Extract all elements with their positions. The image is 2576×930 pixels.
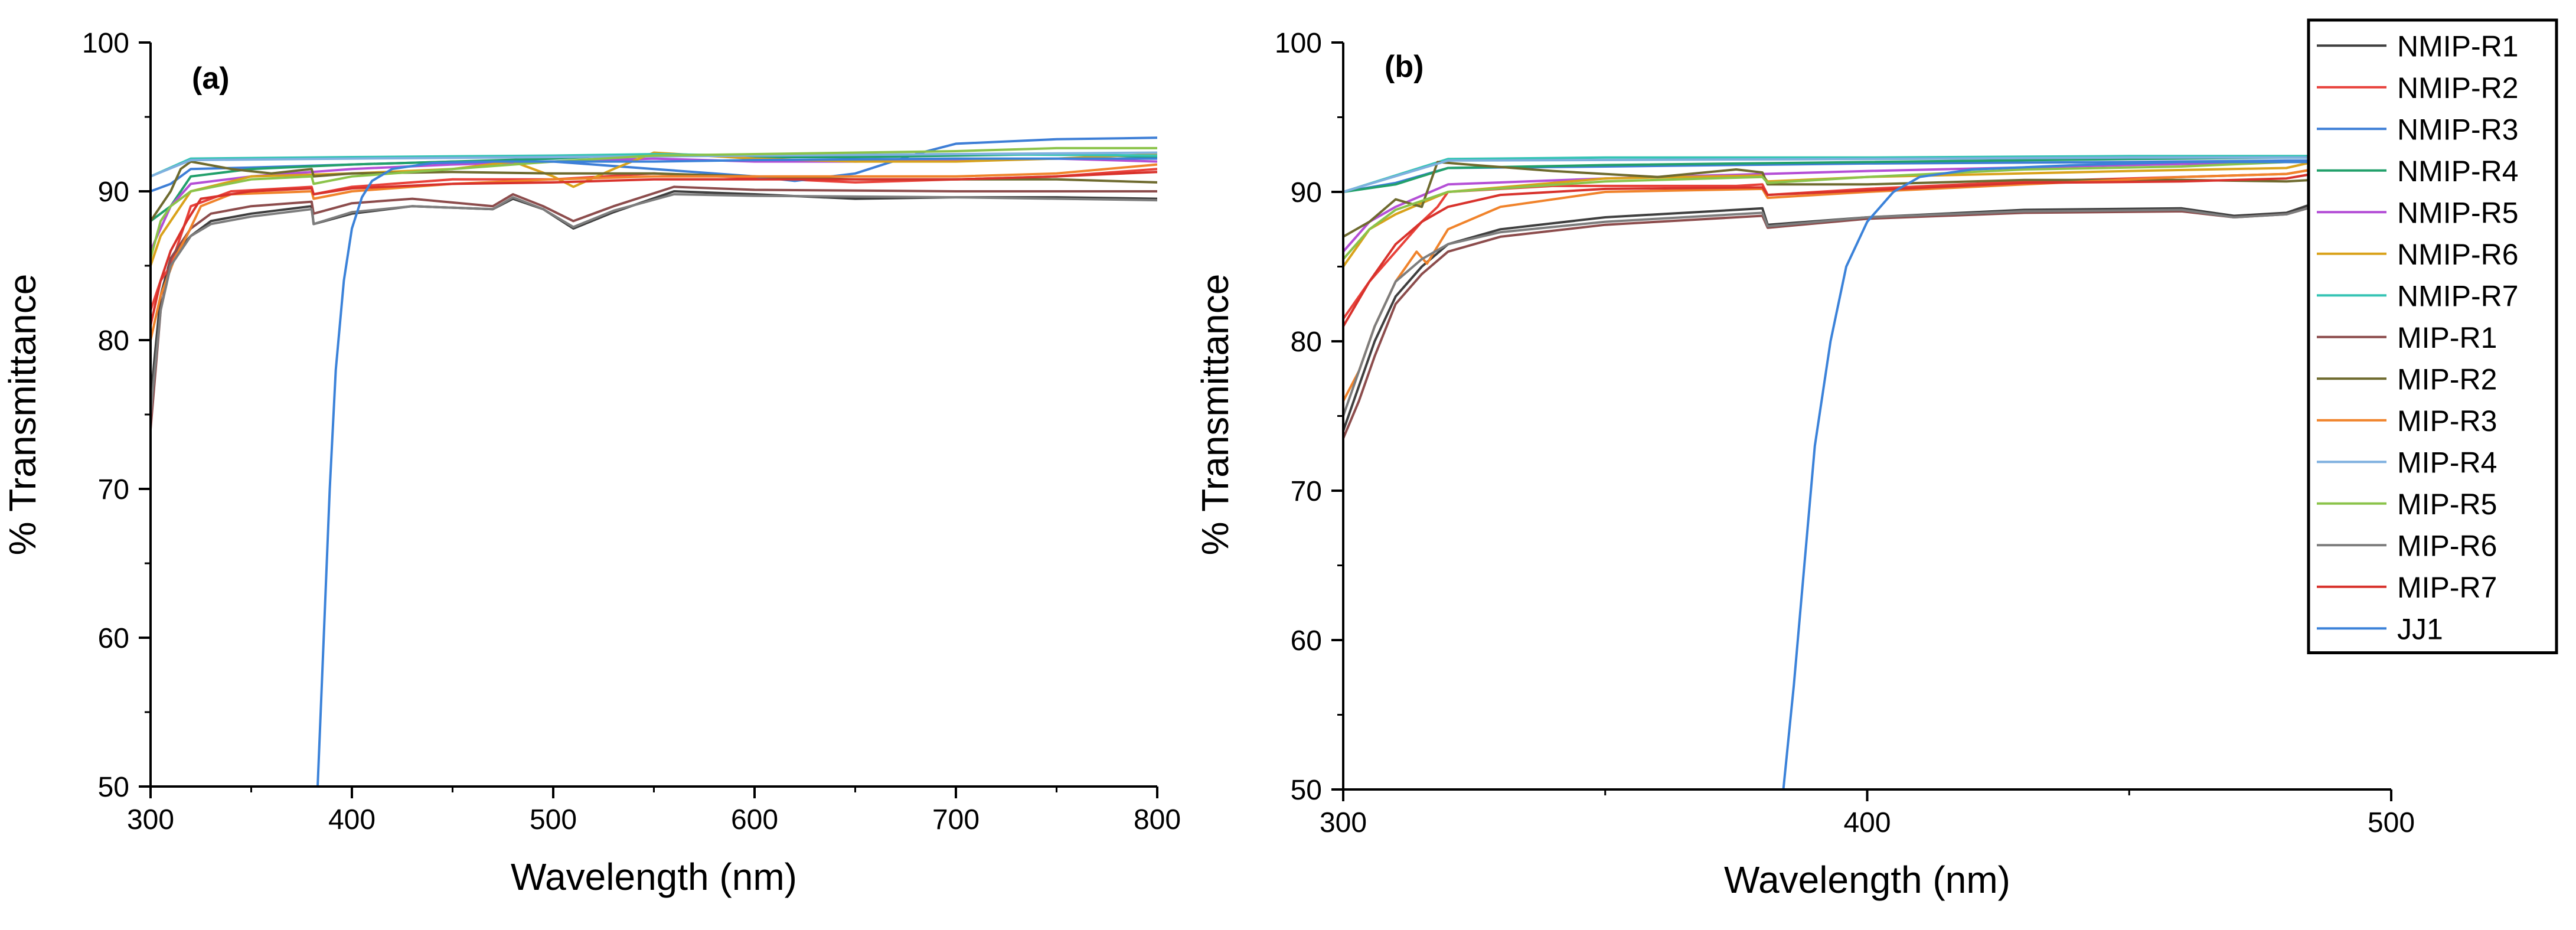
series-line-nmip-r3: [151, 136, 1157, 192]
series-lines: [1343, 155, 2313, 789]
y-tick-label: 50: [1291, 775, 1322, 806]
series-line-mip-r1: [1343, 205, 2313, 439]
legend-label-nmip-r5: NMIP-R5: [2397, 196, 2519, 229]
x-tick-label: 800: [1134, 804, 1181, 836]
series-line-nmip-r6: [1343, 161, 2313, 267]
y-tick-label: 100: [82, 28, 129, 59]
series-line-nmip-r2: [151, 168, 1157, 311]
y-tick-label: 90: [98, 177, 129, 208]
series-line-mip-r5: [1343, 161, 2313, 260]
legend-label-mip-r6: MIP-R6: [2397, 529, 2497, 562]
legend-label-nmip-r3: NMIP-R3: [2397, 113, 2519, 146]
legend-label-mip-r2: MIP-R2: [2397, 363, 2497, 396]
y-tick-label: 60: [1291, 625, 1322, 657]
x-tick-label: 700: [932, 804, 980, 836]
series-line-nmip-r4: [151, 153, 1157, 223]
y-tick-label: 90: [1291, 177, 1322, 208]
legend-label-nmip-r7: NMIP-R7: [2397, 279, 2519, 312]
legend-label-nmip-r1: NMIP-R1: [2397, 30, 2519, 63]
legend-label-mip-r3: MIP-R3: [2397, 404, 2497, 438]
series-line-mip-r6: [151, 193, 1157, 415]
y-tick-label: 60: [98, 623, 129, 654]
series-line-jj1: [1782, 161, 2313, 789]
series-lines: [151, 136, 1157, 787]
x-tick-label: 300: [1320, 807, 1367, 838]
series-line-nmip-r7: [1343, 155, 2313, 193]
chart-panel-a: 300 400 500 600 700 800 50 60 70 80 90 100 Wavelengt…: [1, 28, 1181, 898]
legend-label-jj1: JJ1: [2397, 612, 2443, 645]
x-tick-label: 400: [1843, 807, 1891, 838]
series-line-mip-r1: [151, 185, 1157, 430]
x-tick-label: 500: [530, 804, 577, 836]
y-tick-label: 50: [98, 772, 129, 803]
series-line-mip-r3: [151, 163, 1157, 341]
x-tick-label: 500: [2368, 807, 2415, 838]
series-line-nmip-r6: [151, 151, 1157, 266]
series-line-nmip-r5: [1343, 161, 2313, 253]
legend-label-nmip-r6: NMIP-R6: [2397, 238, 2519, 271]
x-axis-title: Wavelength (nm): [511, 856, 797, 898]
x-tick-label: 400: [328, 804, 376, 836]
legend-label-mip-r1: MIP-R1: [2397, 321, 2497, 354]
series-line-mip-r4: [1343, 156, 2313, 193]
series-line-mip-r6: [1343, 205, 2313, 417]
legend-label-nmip-r4: NMIP-R4: [2397, 155, 2519, 188]
series-line-mip-r4: [151, 151, 1157, 178]
legend-label-mip-r7: MIP-R7: [2397, 571, 2497, 604]
x-tick-label: 600: [731, 804, 778, 836]
y-tick-label: 70: [98, 474, 129, 505]
legend-label-mip-r5: MIP-R5: [2397, 488, 2497, 521]
chart-panel-b: 300 400 500 50 60 70 80 90 100 Wavelength (nm) % T…: [1194, 28, 2415, 901]
x-tick-label: 300: [127, 804, 174, 836]
series-line-jj1: [316, 157, 1157, 787]
series-line-mip-r7: [1343, 172, 2313, 327]
y-axis-title: % Transmittance: [1194, 274, 1236, 556]
legend-label-nmip-r2: NMIP-R2: [2397, 71, 2519, 105]
y-axis-title: % Transmittance: [1, 274, 44, 556]
y-tick-label: 100: [1275, 28, 1322, 59]
panel-label: (b): [1385, 50, 1424, 84]
y-tick-label: 80: [1291, 327, 1322, 358]
y-tick-label: 80: [98, 325, 129, 357]
series-line-nmip-r1: [151, 190, 1157, 400]
legend: NMIP-R1 NMIP-R2 NMIP-R3 NMIP-R4 NMIP-R5 NMIP-…: [2307, 18, 2558, 654]
legend-label-mip-r4: MIP-R4: [2397, 446, 2497, 479]
x-axis-title: Wavelength (nm): [1724, 859, 2010, 901]
series-line-mip-r7: [151, 171, 1157, 326]
y-tick-label: 70: [1291, 476, 1322, 507]
series-line-mip-r5: [151, 146, 1157, 259]
series-line-nmip-r1: [1343, 203, 2313, 432]
panel-label: (a): [192, 61, 230, 96]
